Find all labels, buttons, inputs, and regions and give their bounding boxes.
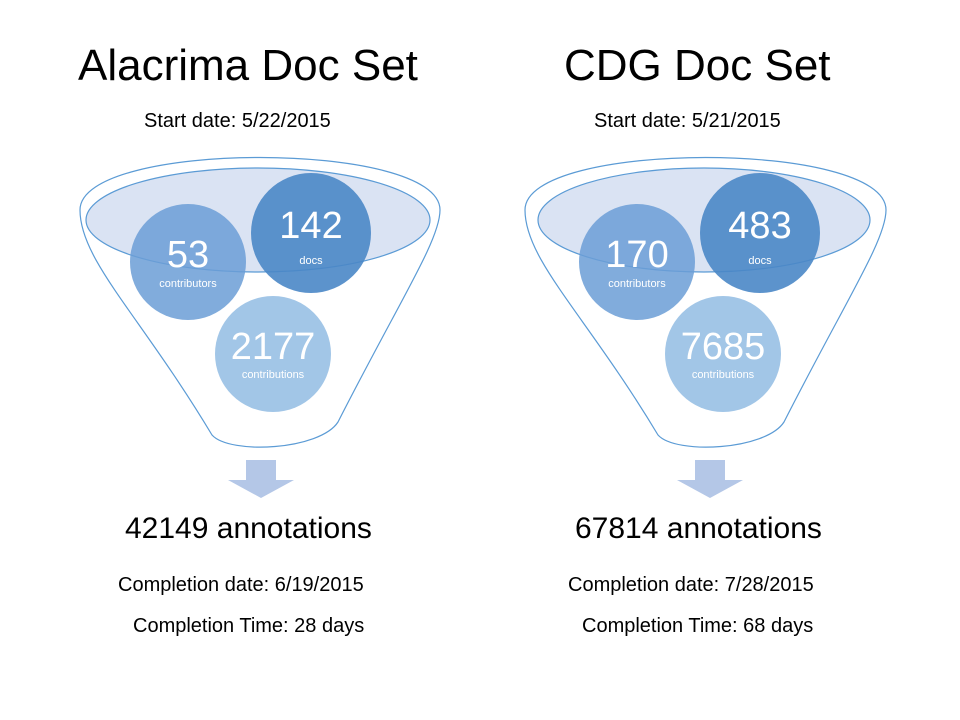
docs-value: 142 bbox=[279, 205, 342, 247]
contributions-circle: 2177 contributions bbox=[215, 296, 331, 412]
panel-title: CDG Doc Set bbox=[564, 41, 831, 90]
contributions-label: contributions bbox=[692, 369, 755, 381]
contributions-value: 2177 bbox=[231, 326, 316, 368]
funnel-diagram: 53 contributors 142 docs 2177 contributi… bbox=[79, 156, 441, 498]
contributions-label: contributions bbox=[242, 369, 305, 381]
panel-title: Alacrima Doc Set bbox=[78, 41, 418, 90]
contributors-label: contributors bbox=[159, 278, 217, 290]
docs-circle: 483 docs bbox=[700, 173, 820, 293]
down-arrow-icon bbox=[228, 460, 294, 498]
funnel-diagram: 170 contributors 483 docs 7685 contribut… bbox=[524, 156, 887, 498]
docs-label: docs bbox=[748, 255, 772, 267]
annotation-count: 42149 annotations bbox=[125, 512, 372, 545]
start-date: Start date: 5/21/2015 bbox=[594, 110, 781, 132]
contributors-circle: 170 contributors bbox=[579, 204, 695, 320]
docs-circle: 142 docs bbox=[251, 173, 371, 293]
annotation-count: 67814 annotations bbox=[575, 512, 822, 545]
start-date: Start date: 5/22/2015 bbox=[144, 110, 331, 132]
contributors-label: contributors bbox=[608, 278, 666, 290]
completion-time: Completion Time: 68 days bbox=[582, 615, 814, 637]
contributors-circle: 53 contributors bbox=[130, 204, 246, 320]
alacrima-doc-set-panel: Alacrima Doc Set Start date: 5/22/2015 5… bbox=[0, 0, 450, 720]
contributors-value: 170 bbox=[605, 234, 668, 276]
completion-date: Completion date: 6/19/2015 bbox=[118, 574, 364, 596]
completion-date: Completion date: 7/28/2015 bbox=[568, 574, 814, 596]
docs-value: 483 bbox=[728, 205, 791, 247]
down-arrow-icon bbox=[677, 460, 743, 498]
contributions-value: 7685 bbox=[681, 326, 766, 368]
contributors-value: 53 bbox=[167, 234, 209, 276]
docs-label: docs bbox=[299, 255, 323, 267]
cdg-doc-set-panel: CDG Doc Set Start date: 5/21/2015 170 co… bbox=[450, 0, 900, 720]
contributions-circle: 7685 contributions bbox=[665, 296, 781, 412]
completion-time: Completion Time: 28 days bbox=[133, 615, 365, 637]
